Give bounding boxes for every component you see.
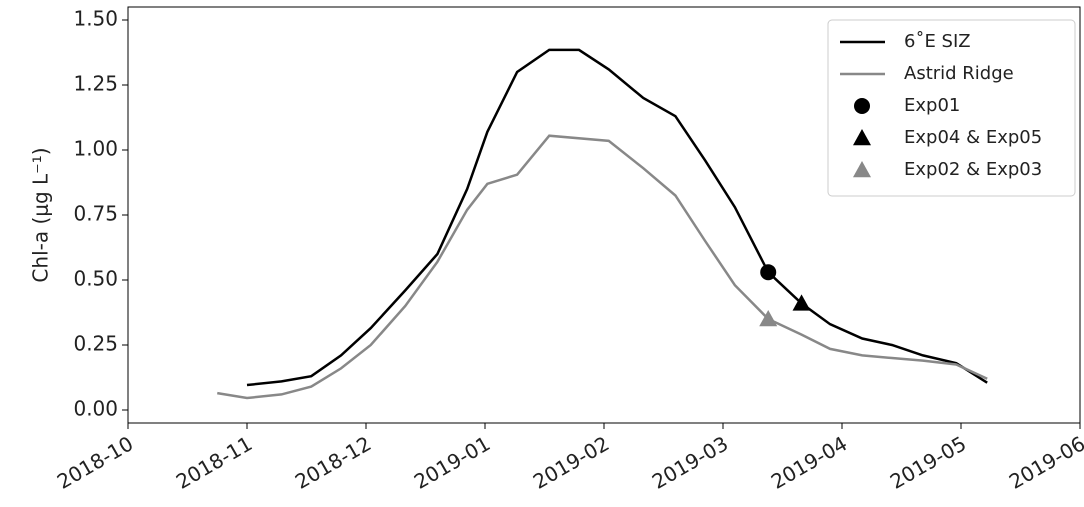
x-tick-label: 2018-11 bbox=[172, 431, 256, 494]
point bbox=[760, 264, 777, 281]
y-tick-label: 0.50 bbox=[73, 267, 118, 291]
x-tick-label: 2019-01 bbox=[410, 431, 494, 494]
legend-frame bbox=[827, 19, 1076, 197]
y-tick-label: 1.00 bbox=[73, 137, 118, 161]
y-tick-label: 1.50 bbox=[73, 7, 118, 31]
legend: 6˚E SIZ Astrid Ridge Exp01 Exp04 & Exp05 Exp… bbox=[827, 19, 1076, 197]
x-tick-label: 2019-05 bbox=[886, 431, 970, 494]
legend-label: Astrid Ridge bbox=[904, 63, 1014, 84]
legend-marker bbox=[854, 98, 870, 114]
legend-marker bbox=[853, 161, 871, 178]
y-axis-label: Chl-a (μg L⁻¹) bbox=[29, 147, 53, 282]
x-tick-label: 2019-02 bbox=[529, 431, 613, 494]
x-tick-label: 2019-03 bbox=[648, 431, 732, 494]
legend-label: 6˚E SIZ bbox=[904, 31, 971, 52]
x-tick-label: 2018-10 bbox=[53, 431, 137, 494]
x-tick-label: 2018-12 bbox=[291, 431, 375, 494]
point bbox=[759, 310, 778, 327]
y-tick-label: 0.00 bbox=[73, 397, 118, 421]
x-tick-label: 2019-06 bbox=[1005, 431, 1084, 494]
point bbox=[792, 294, 811, 311]
legend-label: Exp01 bbox=[904, 95, 960, 116]
y-tick-label: 0.25 bbox=[73, 332, 118, 356]
legend-label: Exp04 & Exp05 bbox=[904, 127, 1042, 148]
legend-marker bbox=[853, 129, 871, 146]
series-line bbox=[217, 134, 988, 400]
y-tick-label: 0.75 bbox=[73, 202, 118, 226]
x-tick-label: 2019-04 bbox=[767, 431, 851, 494]
legend-label: Exp02 & Exp03 bbox=[904, 159, 1042, 180]
y-tick-label: 1.25 bbox=[73, 72, 118, 96]
series-line bbox=[246, 48, 988, 387]
